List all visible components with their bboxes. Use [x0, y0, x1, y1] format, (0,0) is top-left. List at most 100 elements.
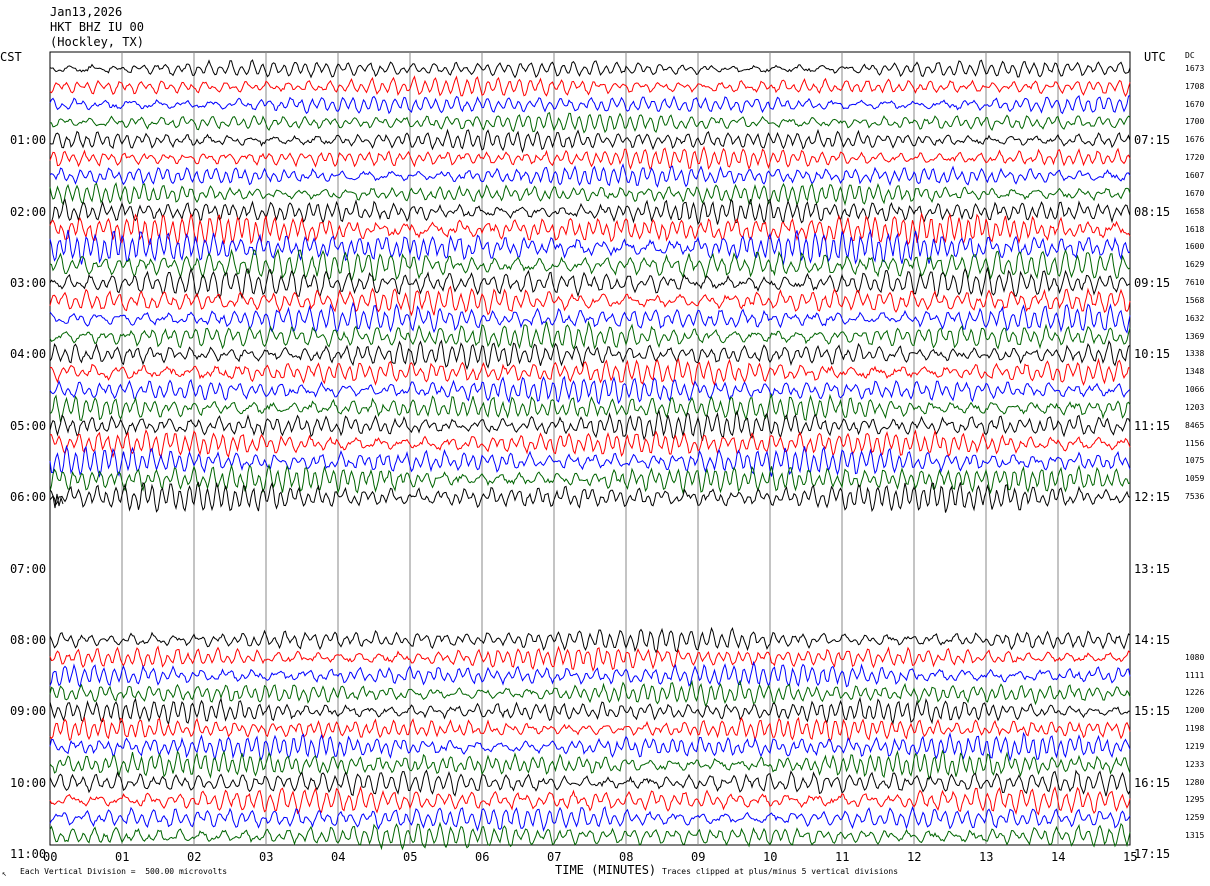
- trace-row: [49, 392, 1131, 422]
- dc-offset-label: 1111: [1185, 670, 1205, 680]
- corner-mark: ↖: [2, 869, 7, 878]
- trace-row: [49, 320, 1131, 350]
- trace-row: [49, 111, 1131, 134]
- dc-offset-label: 1700: [1185, 117, 1205, 127]
- dc-offset-label: 1658: [1185, 206, 1205, 216]
- clip-note: Traces clipped at plus/minus 5 vertical …: [662, 867, 899, 876]
- dc-column-header: DC: [1185, 51, 1195, 60]
- trace-row: [49, 163, 1131, 188]
- trace-row: [49, 94, 1131, 115]
- left-time-label: 04:00: [10, 347, 47, 362]
- trace-row: [49, 266, 1131, 300]
- dc-offset-label: 1203: [1185, 402, 1205, 412]
- dc-offset-label: 1156: [1185, 438, 1205, 448]
- trace-row: [49, 375, 1131, 405]
- dc-offset-label: 7610: [1185, 278, 1205, 287]
- left-time-label: 08:00: [10, 632, 47, 647]
- trace-row: [49, 731, 1131, 762]
- trace-row: [49, 59, 1131, 79]
- x-tick-label: 07: [547, 850, 562, 864]
- x-axis-title: TIME (MINUTES): [555, 863, 657, 877]
- right-time-label: 07:15: [1134, 133, 1171, 148]
- right-time-label: 17:15: [1134, 846, 1171, 861]
- left-timezone-label: CST: [0, 50, 22, 64]
- dc-offset-label: 8465: [1185, 420, 1205, 430]
- dc-offset-label: 1066: [1185, 385, 1205, 395]
- dc-offset-label: 1075: [1185, 456, 1205, 466]
- trace-row: [49, 696, 1131, 726]
- trace-row: [49, 357, 1131, 387]
- dc-offset-label: 1348: [1185, 367, 1205, 377]
- dc-offset-label: 7536: [1185, 492, 1205, 502]
- dc-offset-label: 1259: [1185, 813, 1205, 823]
- trace-row: [49, 716, 1131, 743]
- trace-row: [49, 660, 1131, 689]
- dc-offset-label: 1708: [1185, 81, 1205, 91]
- right-time-label: 08:15: [1134, 204, 1171, 219]
- plot-frame: [49, 51, 1131, 846]
- x-tick-label: 09: [691, 850, 706, 864]
- dc-offset-label: 1618: [1185, 224, 1205, 234]
- dc-offset-label: 1219: [1185, 741, 1205, 751]
- dc-offset-label: 1670: [1185, 188, 1205, 198]
- scale-note: Each Vertical Division = 500.00 microvol…: [20, 867, 228, 876]
- x-tick-label: 04: [331, 850, 346, 864]
- right-time-label: 10:15: [1134, 347, 1171, 362]
- trace-row: [49, 785, 1131, 816]
- x-tick-label: 02: [187, 850, 202, 864]
- trace-row: [49, 463, 1131, 495]
- trace-row: [49, 428, 1131, 459]
- dc-offset-label: 1280: [1185, 777, 1205, 787]
- right-time-label: 13:15: [1134, 561, 1171, 576]
- x-tick-label: 14: [1051, 850, 1066, 864]
- left-time-label: 01:00: [10, 133, 47, 148]
- dc-offset-label: 1059: [1185, 474, 1205, 484]
- dc-offset-label: 1632: [1185, 313, 1205, 323]
- dc-offset-label: 1080: [1185, 652, 1205, 662]
- dc-offset-label: 1670: [1185, 99, 1205, 109]
- trace-row: [49, 248, 1131, 283]
- dc-offset-label: 1338: [1185, 349, 1205, 359]
- trace-row: [49, 145, 1131, 171]
- dc-offset-label: 1315: [1185, 831, 1205, 841]
- x-tick-label: 05: [403, 850, 418, 864]
- trace-row: [49, 409, 1131, 441]
- dc-offset-label: 1369: [1185, 331, 1205, 341]
- x-tick-label: 13: [979, 850, 994, 864]
- x-tick-label: 12: [907, 850, 922, 864]
- trace-row: [49, 679, 1131, 708]
- trace-row: [49, 128, 1131, 154]
- dc-offset-label: 1568: [1185, 295, 1205, 305]
- right-timezone-label: UTC: [1144, 50, 1166, 64]
- trace-row: [49, 821, 1131, 851]
- trace-row: [49, 645, 1131, 672]
- dc-offset-label: 1676: [1185, 135, 1205, 145]
- dc-offset-label: 1295: [1185, 795, 1205, 805]
- left-time-label: 05:00: [10, 418, 47, 433]
- trace-fragment: [49, 493, 64, 509]
- right-time-label: 14:15: [1134, 632, 1171, 647]
- left-time-label: 06:00: [10, 490, 47, 505]
- right-time-label: 15:15: [1134, 704, 1171, 719]
- dc-offset-label: 1198: [1185, 724, 1205, 733]
- station-code: HKT BHZ IU 00: [50, 20, 144, 34]
- station-location: (Hockley, TX): [50, 35, 144, 49]
- left-time-label: 02:00: [10, 204, 47, 219]
- right-time-label: 09:15: [1134, 276, 1171, 290]
- trace-row: [49, 301, 1131, 334]
- left-time-label: 07:00: [10, 561, 47, 576]
- trace-row: [49, 181, 1131, 207]
- x-tick-label: 11: [835, 850, 850, 864]
- trace-row: [49, 769, 1131, 797]
- x-tick-label: 00: [43, 850, 58, 864]
- dc-offset-label: 1607: [1185, 171, 1205, 180]
- left-time-label: 11:00: [10, 846, 47, 861]
- left-time-label: 03:00: [10, 276, 47, 290]
- trace-row: [49, 626, 1131, 654]
- dc-offset-label: 1629: [1185, 260, 1205, 270]
- dc-offset-label: 1233: [1185, 759, 1205, 769]
- trace-row: [49, 805, 1131, 833]
- trace-row: [49, 229, 1131, 266]
- trace-row: [49, 481, 1131, 513]
